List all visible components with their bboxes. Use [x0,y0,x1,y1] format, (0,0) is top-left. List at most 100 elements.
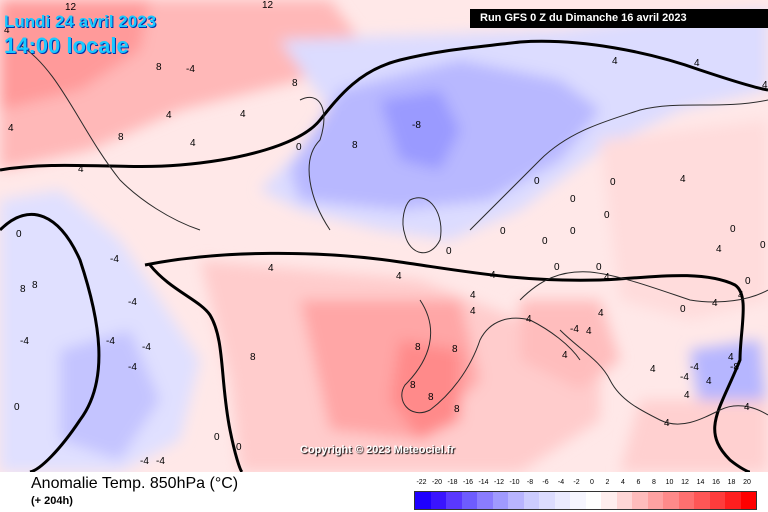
isoline-label: 4 [562,350,568,361]
coastlines [19,44,768,425]
isoline-label: 8 [250,352,256,363]
isoline-label: 4 [78,164,84,175]
isoline-label: 4 [268,263,274,274]
scale-swatch [694,492,710,509]
legend-footer: Anomalie Temp. 850hPa (°C) (+ 204h) -22-… [0,472,768,512]
isoline-label: 4 [8,123,14,134]
scale-tick-label: -8 [526,479,534,486]
isoline-label: 8 [428,392,434,403]
isoline-label: 0 [570,194,576,205]
isoline-label: -4 [128,297,137,308]
isoline-label: 8 [454,404,460,415]
scale-swatch [461,492,477,509]
isoline-label: -4 [20,336,29,347]
scale-tick-label: 20 [743,479,751,486]
scale-swatch [415,492,431,509]
isoline-label: 4 [738,290,744,301]
isoline-label: 0 [296,142,302,153]
isoline-label: 8 [292,78,298,89]
copyright-text: Copyright © 2023 Meteociel.fr [300,444,455,456]
isoline-label: -4 [570,324,579,335]
isoline-label: 8 [156,62,162,73]
isoline-label: 0 [570,226,576,237]
isoline-label: 0 [214,432,220,443]
isoline-label: 4 [680,174,686,185]
isoline-label: -4 [140,456,149,467]
isoline-label: 8 [118,132,124,143]
isoline-label: 0 [745,276,751,287]
legend-lead-time: (+ 204h) [31,495,73,507]
scale-tick-label: -2 [573,479,580,486]
valid-date-label: Lundi 24 avril 2023 [4,12,157,31]
map-labels: 1212888884444444444444444444444444444400… [4,0,768,467]
map-svg: 1212888884444444444444444444444444444400… [0,0,768,472]
isoline-label: 4 [470,306,476,317]
isoline-label: 4 [612,56,618,67]
isoline-label: 4 [166,110,172,121]
scale-tick-label: 14 [696,479,705,486]
scale-tick-label: 8 [652,479,656,486]
isoline-label: 4 [744,402,750,413]
scale-swatch [570,492,586,509]
isoline-label: 4 [190,138,196,149]
scale-tick-label: 10 [665,479,674,486]
scale-tick-label: -18 [447,479,458,486]
scale-swatch [678,492,694,509]
scale-tick-label: 18 [727,479,736,486]
isoline-label: 4 [604,272,610,283]
isoline-label: 4 [4,25,10,36]
isoline-label: 4 [762,80,768,91]
isoline-label: 4 [650,364,656,375]
isoline-label: -4 [680,372,689,383]
isoline-label: 0 [554,262,560,273]
scale-swatch [508,492,524,509]
scale-tick-label: -22 [416,479,427,486]
isoline-label: 4 [240,109,246,120]
isoline-label: -8 [412,120,421,131]
scale-swatch [740,492,756,509]
isoline-label: -4 [186,64,195,75]
scale-tick-label: 4 [621,479,625,486]
scale-tick-label: -12 [493,479,505,486]
color-scale: -22 -20 -18 -16 -14 -12 -10 -8 -6 -4 -2 0 2 4 6 8 10 12 14… [414,479,757,510]
scale-tick-label: 0 [590,479,594,486]
scale-swatch [430,492,446,509]
scale-tick-label: -20 [431,479,443,486]
scale-swatch [647,492,663,509]
scale-swatch [446,492,462,509]
scale-swatch [554,492,570,509]
color-scale-swatches [414,491,757,510]
isoline-label: 4 [470,290,476,301]
zero-isolines [0,39,768,472]
isoline-label: 4 [694,58,700,69]
isoline-label: -4 [110,254,119,265]
run-info-box: Run GFS 0 Z du Dimanche 16 avril 2023 [470,9,768,28]
scale-swatch [709,492,725,509]
isoline-label: 4 [586,326,592,337]
isoline-label: 12 [262,0,274,11]
isoline-label: 0 [14,402,20,413]
isoline-label: 0 [730,224,736,235]
legend-title: Anomalie Temp. 850hPa (°C) [31,475,239,492]
scale-tick-label: 16 [712,479,720,486]
isoline-label: 8 [410,380,416,391]
scale-tick-label: -14 [478,479,489,486]
isoline-label: 4 [716,244,722,255]
isoline-label: 4 [598,308,604,319]
isoline-label: -8 [730,362,739,373]
scale-swatch [616,492,632,509]
isoline-label: -4 [156,456,165,467]
isoline-label: 0 [534,176,540,187]
isoline-label: 0 [236,442,242,453]
isoline-label: 8 [415,342,421,353]
anomaly-fields [0,0,768,472]
scale-tick-label: 12 [681,479,689,486]
scale-tick-label: -6 [542,479,549,486]
isoline-label: 0 [680,304,686,315]
isoline-label: 8 [452,344,458,355]
scale-swatch [632,492,648,509]
isoline-label: 4 [490,270,496,281]
scale-swatch [539,492,555,509]
scale-tick-label: 2 [605,479,610,486]
scale-swatch [477,492,493,509]
